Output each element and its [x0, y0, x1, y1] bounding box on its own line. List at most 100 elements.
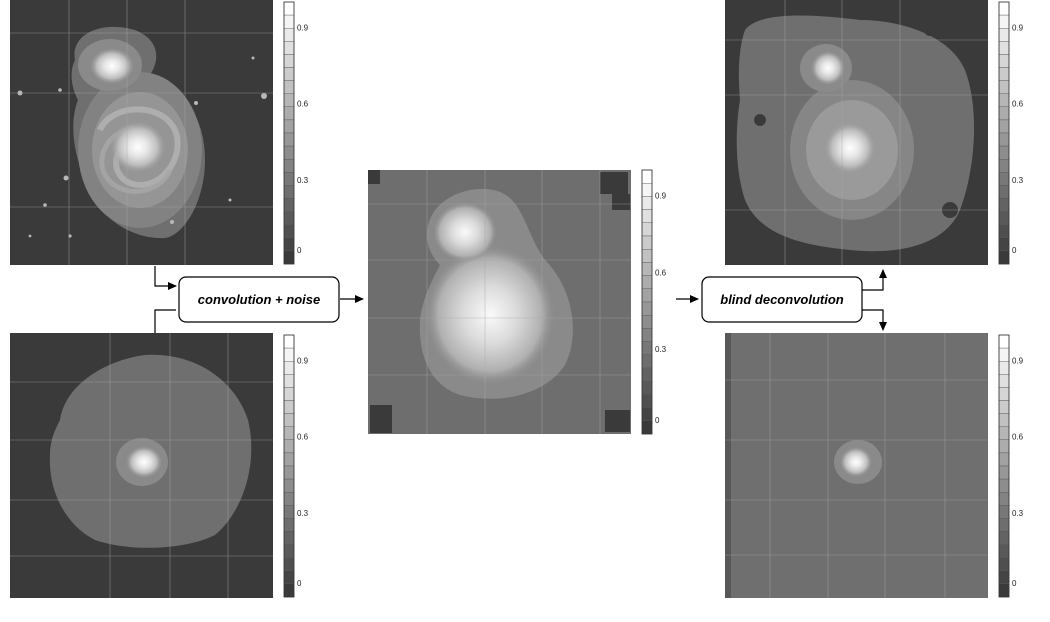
colorbar-segment — [998, 544, 1010, 558]
colorbar-segment — [641, 182, 653, 197]
colorbar-segment — [283, 14, 295, 29]
colorbar-tick-label: 0 — [297, 246, 302, 255]
colorbar-frame — [283, 334, 295, 598]
colorbar-segment — [998, 41, 1010, 55]
colorbar-segment — [998, 198, 1010, 212]
colorbar-segment — [998, 158, 1010, 173]
colorbar-segment — [998, 237, 1010, 252]
colorbar-frame — [998, 1, 1010, 265]
flow-arrows — [154, 266, 887, 333]
colorbar-tick-label: 0.6 — [1012, 100, 1024, 109]
colorbar-segment — [998, 80, 1010, 94]
colorbar-segment — [998, 347, 1010, 362]
colorbar-segment — [998, 54, 1010, 68]
colorbar-tick-label: 0 — [1012, 579, 1017, 588]
colorbar-segment — [998, 334, 1010, 349]
colorbar-segment — [283, 531, 295, 545]
colorbar-segment — [283, 211, 295, 225]
colorbar-segment — [283, 505, 295, 519]
colorbar-segment — [998, 185, 1010, 199]
colorbar-segment — [641, 354, 653, 369]
colorbar-segment — [283, 518, 295, 532]
colorbar-tick-label: 0.9 — [655, 192, 667, 201]
colorbar-segment — [641, 248, 653, 263]
colorbar-segment — [998, 119, 1010, 134]
colorbar-segment — [283, 478, 295, 493]
colorbar-segment — [283, 413, 295, 427]
colorbar-segment — [283, 132, 295, 147]
colorbar-segment — [998, 28, 1010, 42]
colorbar-segment — [641, 222, 653, 237]
arrow-psf-to-convolution — [154, 309, 176, 333]
colorbar-segment — [998, 1, 1010, 16]
colorbar-segment — [283, 400, 295, 414]
colorbar-segment — [998, 426, 1010, 441]
colorbar-psf-original: 0.9 0.6 0.3 0 — [283, 334, 309, 598]
colorbar-segment — [998, 557, 1010, 572]
colorbar-tick-label: 0.9 — [1012, 356, 1024, 365]
panel-galaxy-restored — [725, 0, 988, 265]
colorbar-segment — [641, 275, 653, 290]
colorbar-segment — [283, 145, 295, 160]
colorbar-segment — [641, 394, 653, 408]
colorbar-tick-label: 0 — [297, 579, 302, 588]
colorbar-segment — [283, 185, 295, 199]
panel-psf-original — [10, 333, 273, 598]
colorbar-tick-label: 0.9 — [297, 356, 309, 365]
colorbar-tick-label: 0.6 — [1012, 433, 1024, 442]
colorbar-segment — [998, 132, 1010, 147]
colorbar-segment — [283, 106, 295, 121]
colorbar-segment — [998, 387, 1010, 401]
colorbar-segment — [283, 158, 295, 173]
colorbar-segment — [283, 387, 295, 401]
colorbar-frame — [998, 334, 1010, 598]
colorbar-segment — [283, 361, 295, 375]
colorbar-segment — [998, 452, 1010, 467]
colorbar-segment — [283, 439, 295, 454]
colorbar-segment — [283, 570, 295, 585]
colorbar-tick-label: 0.6 — [297, 433, 309, 442]
colorbar-tick-label: 0 — [1012, 246, 1017, 255]
colorbar-segment — [641, 288, 653, 303]
colorbar-psf-restored: 0.9 0.6 0.3 0 — [998, 334, 1024, 598]
colorbar-segment — [283, 172, 295, 186]
colorbar-segment — [641, 341, 653, 356]
colorbar-galaxy-restored: 0.9 0.6 0.3 0 — [998, 1, 1024, 265]
colorbar-segment — [641, 315, 653, 329]
colorbar-segment — [998, 172, 1010, 186]
panel-psf-restored — [725, 333, 988, 598]
colorbar-tick-label: 0.9 — [1012, 23, 1024, 32]
colorbar-segment — [998, 67, 1010, 81]
panel-galaxy-original — [10, 0, 273, 265]
colorbar-tick-label: 0 — [655, 416, 660, 425]
colorbar-segment — [641, 407, 653, 422]
colorbar-segment — [641, 209, 653, 224]
colorbar-segment — [641, 235, 653, 250]
colorbars: 0.90.60.300.90.60.300.90.60.300.90.60.30… — [283, 1, 1024, 598]
colorbar-segment — [998, 478, 1010, 493]
colorbar-segment — [283, 237, 295, 252]
colorbar-frame — [283, 1, 295, 265]
colorbar-segment — [283, 119, 295, 134]
colorbar-segment — [641, 420, 653, 435]
colorbar-segment — [998, 492, 1010, 506]
colorbar-segment — [641, 301, 653, 316]
colorbar-segment — [283, 28, 295, 42]
colorbar-frame — [641, 169, 653, 435]
colorbar-segment — [998, 106, 1010, 121]
colorbar-segment — [283, 41, 295, 55]
colorbar-segment — [998, 250, 1010, 265]
colorbar-segment — [998, 224, 1010, 238]
colorbar-galaxy-original: 0.9 0.6 0.3 0 — [283, 1, 309, 265]
colorbar-segment — [283, 374, 295, 388]
colorbar-segment — [283, 557, 295, 572]
deconvolution-label: blind deconvolution — [720, 292, 844, 307]
colorbar-segment — [998, 531, 1010, 545]
colorbar-segment — [283, 54, 295, 68]
colorbar-segment — [998, 361, 1010, 375]
deconvolution-box: blind deconvolution — [701, 276, 863, 323]
arrow-deconvolution-to-psf — [862, 309, 887, 331]
convolution-box: convolution + noise — [178, 276, 340, 323]
